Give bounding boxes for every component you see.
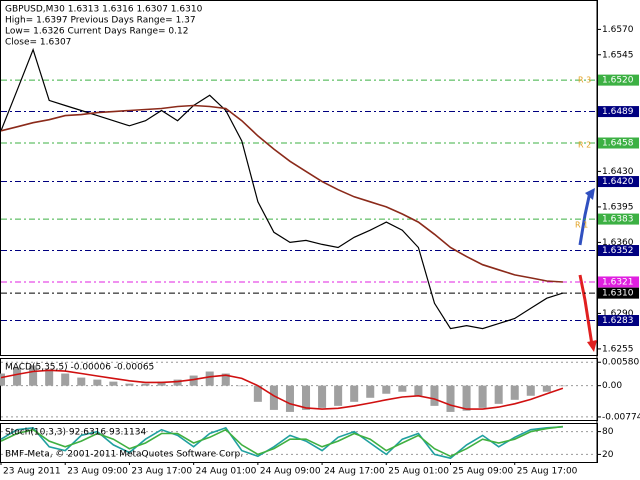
- price-label: 1.6489: [602, 107, 634, 117]
- histogram-bar: [13, 367, 22, 386]
- series-line: [0, 426, 563, 460]
- histogram-bar: [430, 385, 439, 406]
- histogram-bar: [269, 385, 278, 410]
- price-label: 1.6310: [602, 289, 634, 299]
- price-label-box: [598, 245, 639, 257]
- y-tick-label: 1.6570: [602, 25, 634, 35]
- y-tick-label: 80: [602, 427, 614, 437]
- histogram-bar: [366, 385, 375, 398]
- y-tick-label: 0.00580: [602, 358, 639, 368]
- price-label: 1.6458: [602, 139, 634, 149]
- histogram-bar: [334, 385, 343, 406]
- resistance-label: R 3: [578, 76, 591, 85]
- histogram-bar: [302, 385, 311, 410]
- histogram-bar: [462, 385, 471, 411]
- histogram-bar: [446, 385, 455, 412]
- histogram-bar: [157, 381, 166, 386]
- y-tick-label: 1.6290: [602, 309, 634, 319]
- panel-title: Stoch(10,3,3) 92.6316 93.1134: [5, 428, 146, 438]
- histogram-bar: [398, 385, 407, 392]
- histogram-bar: [45, 369, 54, 386]
- resistance-label: R 1: [575, 221, 588, 230]
- x-tick-label: 24 Aug 17:00: [324, 467, 385, 477]
- histogram-bar: [173, 379, 182, 386]
- histogram-bar: [558, 385, 567, 387]
- histogram-bar: [318, 385, 327, 408]
- x-tick-label: 24 Aug 01:00: [196, 467, 257, 477]
- info-text: High= 1.6397 Previous Days Range= 1.37: [5, 16, 196, 26]
- histogram-bar: [253, 385, 262, 402]
- series-line: [0, 47, 564, 330]
- x-tick-label: 25 Aug 01:00: [388, 467, 449, 477]
- series-line: [0, 104, 563, 283]
- price-label-box: [598, 106, 639, 118]
- info-text: Close= 1.6307: [5, 38, 71, 48]
- y-tick-label: 1.6395: [602, 202, 634, 212]
- x-tick-label: 23 Aug 2011: [3, 467, 61, 477]
- info-text: Low= 1.6326 Current Days Range= 0.12: [5, 27, 188, 37]
- x-tick-label: 23 Aug 17:00: [131, 467, 192, 477]
- price-label: 1.6283: [602, 316, 634, 326]
- x-tick-label: 24 Aug 09:00: [260, 467, 321, 477]
- histogram-bar: [125, 383, 134, 386]
- series-line: [0, 369, 564, 410]
- price-label-box: [598, 315, 639, 327]
- y-tick-label: 1.6545: [602, 50, 634, 60]
- histogram-bar: [0, 373, 6, 386]
- x-tick-label: 23 Aug 09:00: [67, 467, 128, 477]
- histogram-bar: [109, 381, 118, 386]
- histogram-bar: [141, 383, 150, 386]
- panel-title: GBPUSD,M30 1.6313 1.6316 1.6307 1.6310: [5, 5, 203, 15]
- histogram-bar: [350, 385, 359, 402]
- price-label: 1.6321: [602, 277, 634, 287]
- panel-title: MACD(5,35,5) -0.00006 -0.00065: [5, 363, 154, 373]
- histogram-bar: [221, 373, 230, 386]
- x-tick-label: 25 Aug 09:00: [453, 467, 514, 477]
- price-label-box: [598, 213, 639, 225]
- copyright: BMF-Meta, © 2001-2011 MetaQuotes Softwar…: [5, 450, 243, 460]
- histogram-bar: [93, 379, 102, 386]
- price-label-box: [598, 176, 639, 188]
- histogram-bar: [382, 385, 391, 394]
- price-label: 1.6352: [602, 246, 634, 256]
- histogram-bar: [61, 373, 70, 386]
- up-arrow: [578, 191, 592, 246]
- histogram-bar: [414, 385, 423, 396]
- up-arrow-head: [585, 188, 595, 200]
- price-label: 1.6383: [602, 215, 634, 225]
- price-label-box: [598, 276, 639, 288]
- histogram-bar: [237, 385, 246, 387]
- histogram-bar: [526, 385, 535, 396]
- y-tick-label: 1.6430: [602, 167, 634, 177]
- histogram-bar: [494, 385, 503, 404]
- down-arrow: [578, 274, 594, 346]
- y-tick-label: 1.6360: [602, 238, 634, 248]
- resistance-label: R 2: [578, 141, 591, 150]
- histogram-bar: [285, 385, 294, 412]
- y-tick-label: 0.00: [602, 381, 622, 391]
- y-tick-label: 20: [602, 450, 614, 460]
- price-label: 1.6520: [602, 76, 634, 86]
- y-tick-label: 1.6255: [602, 344, 634, 354]
- histogram-bar: [77, 377, 86, 386]
- series-line: [0, 425, 563, 458]
- price-label: 1.6420: [602, 177, 634, 187]
- histogram-bar: [189, 375, 198, 386]
- histogram-bar: [478, 385, 487, 408]
- histogram-bar: [205, 371, 214, 386]
- x-tick-label: 25 Aug 17:00: [517, 467, 578, 477]
- price-label-box: [598, 74, 639, 86]
- price-label-box: [598, 287, 639, 299]
- price-label-box: [598, 137, 639, 149]
- histogram-bar: [542, 385, 551, 392]
- down-arrow-head: [587, 340, 597, 352]
- histogram-bar: [29, 365, 38, 386]
- y-tick-label: -0.00774: [602, 412, 640, 422]
- histogram-bar: [510, 385, 519, 400]
